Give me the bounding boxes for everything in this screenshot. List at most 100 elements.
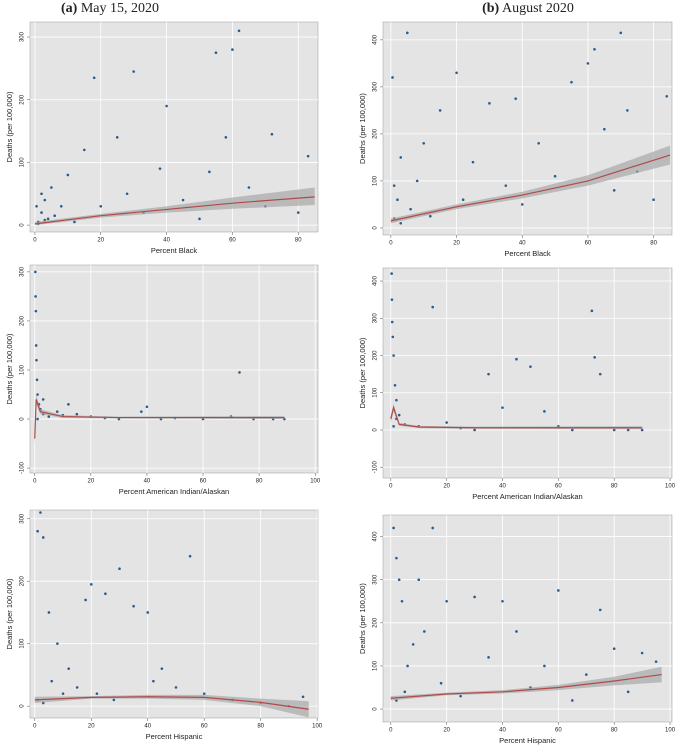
- y-tick-label: 100: [20, 638, 26, 649]
- x-tick-label: 60: [200, 479, 207, 485]
- data-point: [487, 656, 490, 659]
- data-point: [36, 393, 39, 396]
- data-point: [400, 599, 404, 603]
- y-tick-label: 300: [20, 513, 26, 524]
- data-point: [501, 599, 504, 603]
- data-point: [488, 102, 491, 105]
- x-axis-label: Percent Hispanic: [146, 732, 203, 741]
- y-tick-label: 0: [20, 704, 26, 708]
- y-tick-label: 0: [20, 223, 26, 227]
- data-point: [56, 642, 59, 645]
- data-point: [35, 204, 38, 208]
- data-point: [165, 104, 168, 108]
- data-point: [390, 298, 394, 301]
- column-title: August 2020: [502, 1, 574, 16]
- y-axis-label: Deaths (per 100,000): [358, 93, 367, 164]
- data-point: [95, 692, 99, 695]
- data-point: [395, 556, 398, 560]
- data-point: [612, 647, 616, 650]
- data-point: [75, 412, 79, 416]
- x-tick-label: 80: [256, 479, 263, 485]
- y-tick-label: 400: [373, 531, 379, 542]
- data-point: [593, 47, 596, 51]
- fit-line: [390, 405, 643, 429]
- data-point: [115, 136, 119, 139]
- x-tick-label: 20: [88, 724, 95, 730]
- plot-area: [29, 509, 319, 719]
- data-point: [423, 630, 426, 633]
- data-point: [35, 378, 39, 382]
- y-tick-label: 300: [373, 81, 379, 92]
- data-point: [626, 428, 630, 432]
- data-point: [390, 320, 394, 324]
- data-point: [393, 383, 397, 387]
- data-point: [224, 136, 228, 139]
- x-tick-label: 80: [611, 728, 618, 734]
- data-point: [570, 80, 573, 84]
- x-tick-label: 40: [144, 724, 151, 730]
- data-point: [543, 664, 546, 668]
- data-point: [301, 695, 305, 699]
- column-label: (a): [61, 1, 78, 16]
- data-point: [422, 142, 426, 145]
- data-point: [208, 170, 211, 174]
- y-tick-label: 0: [373, 707, 379, 711]
- x-tick-label: 20: [443, 484, 450, 490]
- y-tick-label: 0: [373, 428, 379, 432]
- x-tick-label: 100: [310, 479, 321, 485]
- data-point: [553, 174, 557, 178]
- data-point: [247, 186, 251, 189]
- data-point: [403, 690, 407, 694]
- data-point: [41, 398, 45, 401]
- data-point: [417, 578, 421, 581]
- data-point: [198, 217, 201, 221]
- data-point: [174, 686, 178, 689]
- data-point: [487, 372, 490, 376]
- y-tick-label: 400: [373, 275, 379, 286]
- data-point: [557, 589, 560, 592]
- column-title: May 15, 2020: [81, 1, 159, 16]
- y-tick-label: 100: [373, 175, 379, 186]
- data-point: [36, 529, 39, 533]
- data-point: [112, 698, 116, 702]
- data-point: [392, 526, 395, 530]
- data-point: [397, 413, 401, 417]
- data-point: [270, 132, 274, 136]
- data-point: [504, 184, 508, 187]
- data-point: [473, 595, 476, 599]
- fit-line: [390, 673, 662, 699]
- data-point: [67, 667, 70, 670]
- data-point: [35, 358, 38, 362]
- y-tick-label: 200: [20, 315, 26, 326]
- data-point: [104, 592, 107, 595]
- data-point: [140, 410, 143, 413]
- x-tick-label: 100: [665, 728, 676, 734]
- x-tick-label: 20: [443, 728, 450, 734]
- data-point: [237, 29, 241, 33]
- data-point: [514, 97, 517, 100]
- data-point: [593, 356, 596, 359]
- data-point: [34, 295, 37, 298]
- data-point: [145, 405, 149, 409]
- data-point: [391, 76, 394, 79]
- x-tick-label: 80: [611, 484, 618, 490]
- data-point: [612, 189, 616, 192]
- plot-area: [382, 21, 673, 236]
- x-axis-label: Percent American Indian/Alaskan: [119, 487, 229, 496]
- plot-area: [29, 264, 319, 474]
- data-point: [34, 270, 37, 274]
- data-point: [392, 424, 395, 428]
- data-point: [431, 305, 435, 309]
- data-point: [89, 583, 93, 586]
- data-point: [640, 428, 644, 432]
- y-tick-label: 100: [373, 387, 379, 398]
- x-tick-label: 20: [97, 238, 104, 244]
- data-point: [543, 410, 546, 413]
- data-point: [125, 192, 129, 196]
- x-tick-label: 0: [389, 728, 393, 734]
- data-point: [409, 207, 412, 211]
- data-point: [34, 309, 38, 313]
- data-point: [202, 692, 206, 695]
- x-tick-label: 40: [519, 241, 526, 247]
